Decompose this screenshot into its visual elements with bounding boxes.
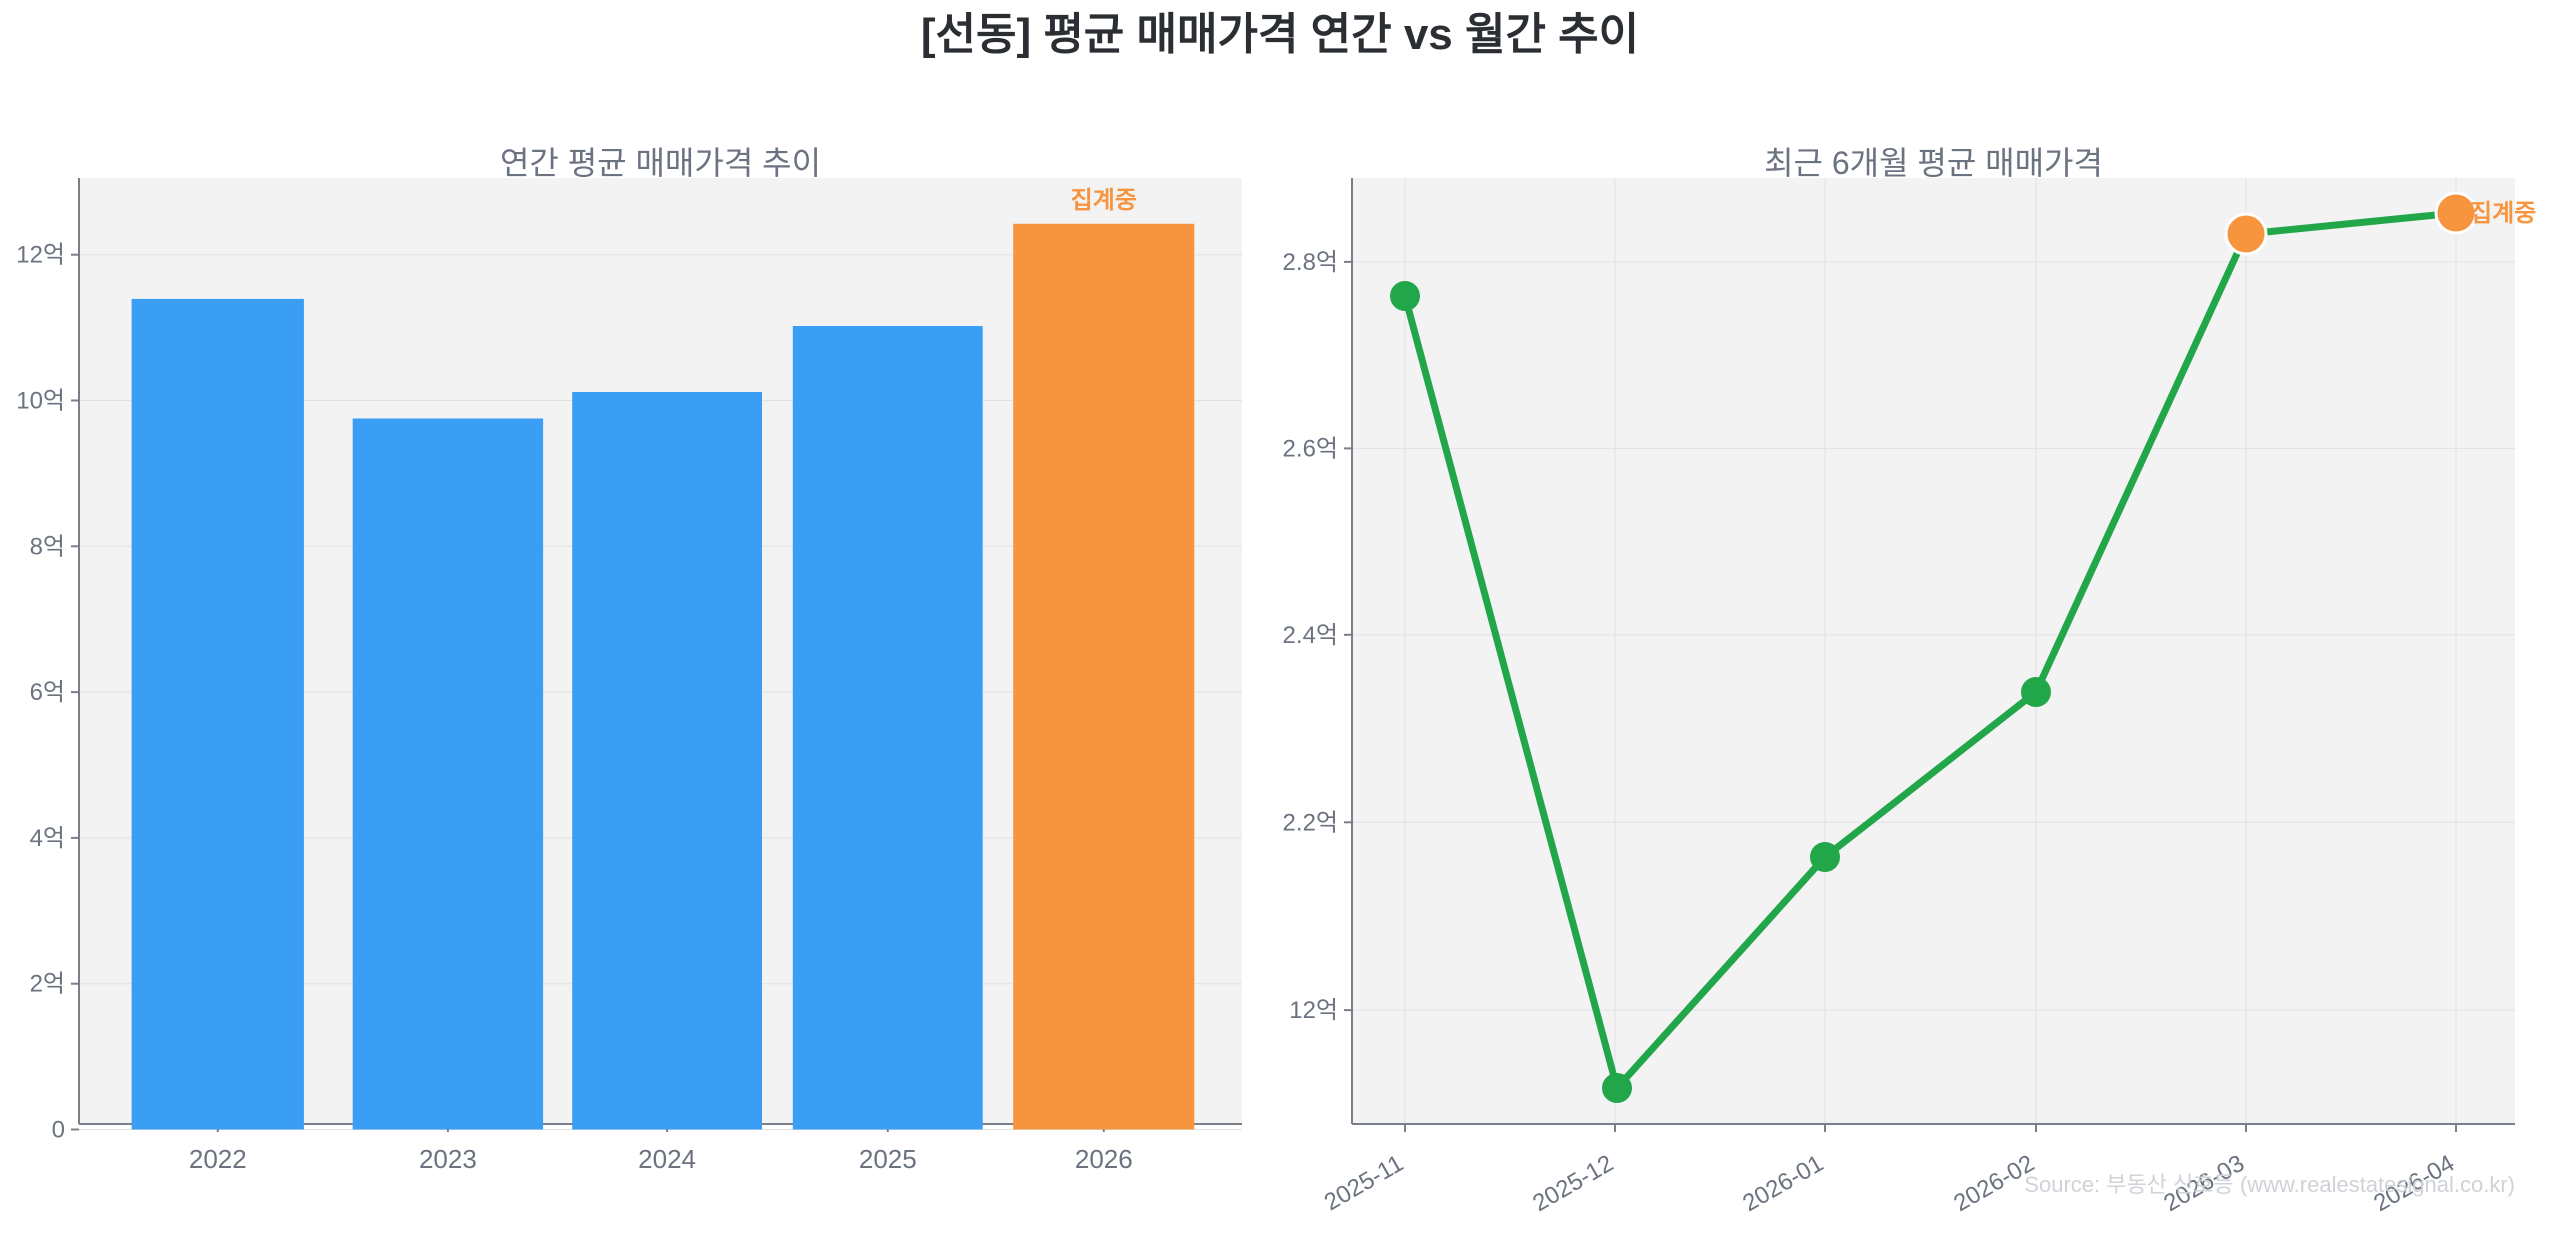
- svg-text:2025-12: 2025-12: [1528, 1150, 1618, 1217]
- svg-text:12억: 12억: [1289, 997, 1338, 1024]
- svg-text:집계중: 집계중: [2470, 200, 2536, 227]
- svg-text:2026-01: 2026-01: [1738, 1150, 1828, 1217]
- svg-text:2025-11: 2025-11: [1320, 1150, 1408, 1217]
- svg-text:2.8억: 2.8억: [1283, 249, 1338, 276]
- svg-text:2.2억: 2.2억: [1283, 809, 1338, 836]
- svg-text:2.4억: 2.4억: [1283, 622, 1338, 649]
- svg-text:2.6억: 2.6억: [1283, 435, 1338, 462]
- svg-text:Source: 부동산 신호등 (www.realestat: Source: 부동산 신호등 (www.realestatesignal.co…: [2024, 1172, 2515, 1197]
